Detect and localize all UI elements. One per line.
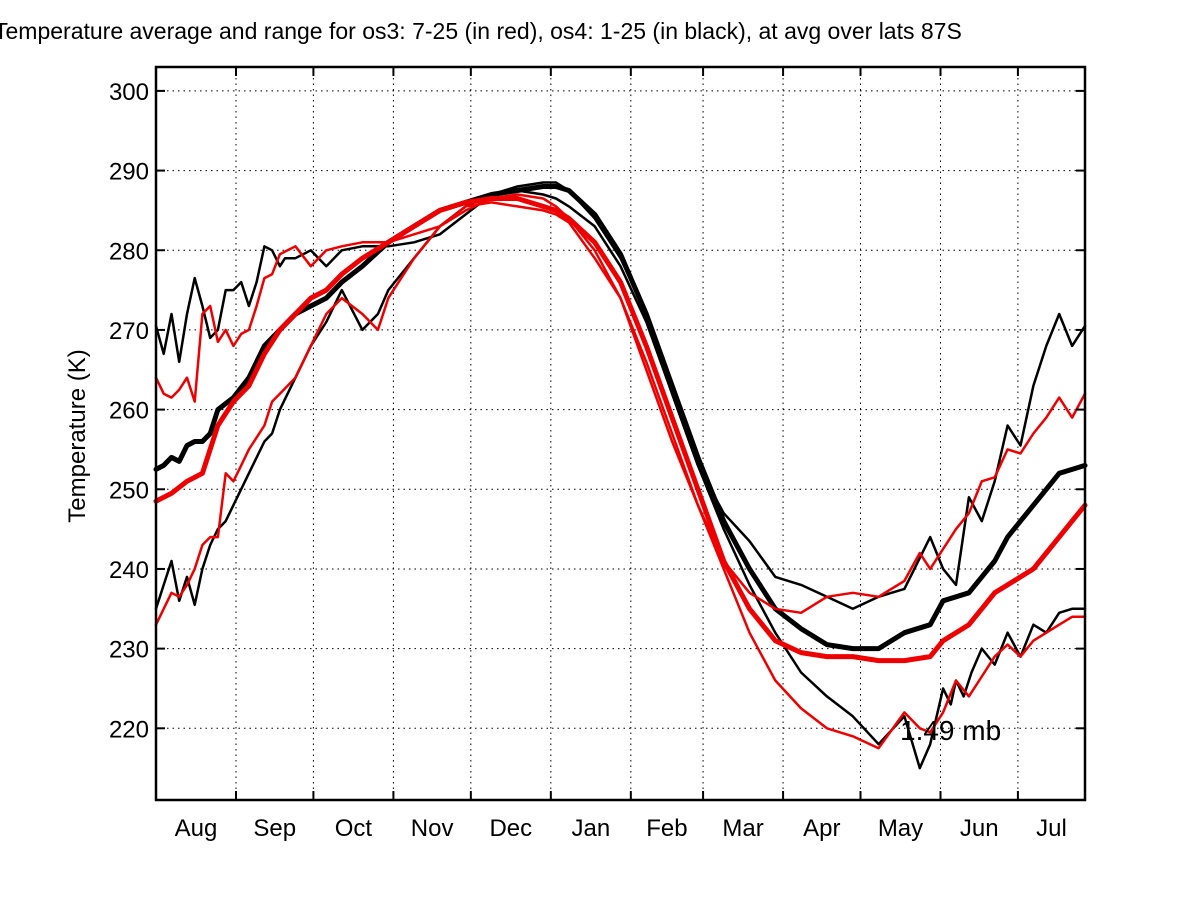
x-tick-label: Sep	[253, 815, 296, 842]
y-tick-label: 230	[109, 637, 149, 664]
x-tick-label: Feb	[646, 815, 687, 842]
x-tick-label: Jan	[571, 815, 610, 842]
series-lines	[153, 181, 1088, 770]
x-tick-label: Nov	[411, 815, 454, 842]
os4-min-line	[154, 189, 1087, 770]
y-tick-label: 250	[109, 477, 149, 504]
y-tick-label: 260	[109, 398, 149, 425]
grid-lines	[156, 67, 1085, 800]
x-tick-label: Aug	[175, 815, 218, 842]
axis-ticks	[156, 67, 1085, 800]
os3-mean-line	[153, 196, 1088, 664]
y-tick-label: 300	[109, 79, 149, 106]
os3-min-line	[154, 201, 1087, 750]
pressure-level-annotation: 1.49 mb	[900, 715, 1001, 746]
x-tick-label: May	[878, 815, 923, 842]
y-tick-label: 290	[109, 159, 149, 186]
x-tick-label: Apr	[803, 815, 840, 842]
y-tick-label: 220	[109, 716, 149, 743]
y-tick-label: 270	[109, 318, 149, 345]
x-tick-label: Jul	[1036, 815, 1067, 842]
os4-mean-line	[153, 184, 1088, 652]
y-axis-label: Temperature (K)	[64, 349, 91, 522]
os3-max-line	[154, 193, 1087, 615]
os4-max-line	[154, 181, 1087, 611]
x-tick-label: Mar	[722, 815, 763, 842]
y-tick-label: 280	[109, 238, 149, 265]
x-tick-label: Oct	[335, 815, 373, 842]
plot-frame	[154, 65, 1087, 802]
y-tick-label: 240	[109, 557, 149, 584]
x-tick-label: Jun	[960, 815, 999, 842]
tick-labels: 220 230 240 250 260 270 280 290 300 Aug Sep Oct Nov D…	[109, 79, 1067, 842]
x-tick-label: Dec	[489, 815, 532, 842]
